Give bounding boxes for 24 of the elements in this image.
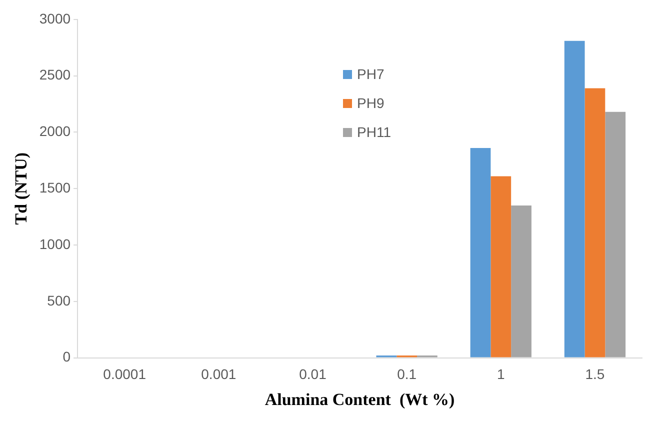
x-tick-label: 1.5 bbox=[585, 366, 605, 382]
x-tick-label: 1 bbox=[496, 366, 505, 382]
y-tick-label: 1000 bbox=[39, 236, 71, 252]
bar bbox=[470, 148, 491, 358]
x-tick-label: 0.01 bbox=[299, 366, 327, 382]
y-tick-label: 2500 bbox=[39, 66, 71, 83]
y-tick-label: 3000 bbox=[39, 10, 71, 26]
bar bbox=[564, 40, 585, 358]
bar bbox=[511, 206, 532, 358]
y-tick-label: 2000 bbox=[39, 123, 71, 140]
y-tick-label: 0 bbox=[62, 348, 71, 365]
x-tick-label: 0.0001 bbox=[103, 366, 146, 382]
bar bbox=[605, 112, 626, 358]
bar bbox=[584, 88, 606, 358]
x-tick-label: 0.1 bbox=[397, 366, 417, 382]
bar bbox=[490, 176, 512, 358]
legend-label: PH9 bbox=[357, 95, 384, 111]
legend-label: PH11 bbox=[357, 124, 391, 140]
y-axis-title: Td (NTU) bbox=[12, 152, 31, 225]
y-tick-label: 500 bbox=[47, 292, 71, 308]
x-tick-label: 0.001 bbox=[201, 366, 236, 382]
y-tick-label: 1500 bbox=[39, 179, 71, 196]
x-axis-title: Alumina Content (Wt %) bbox=[264, 390, 455, 410]
legend-label: PH7 bbox=[357, 66, 384, 82]
